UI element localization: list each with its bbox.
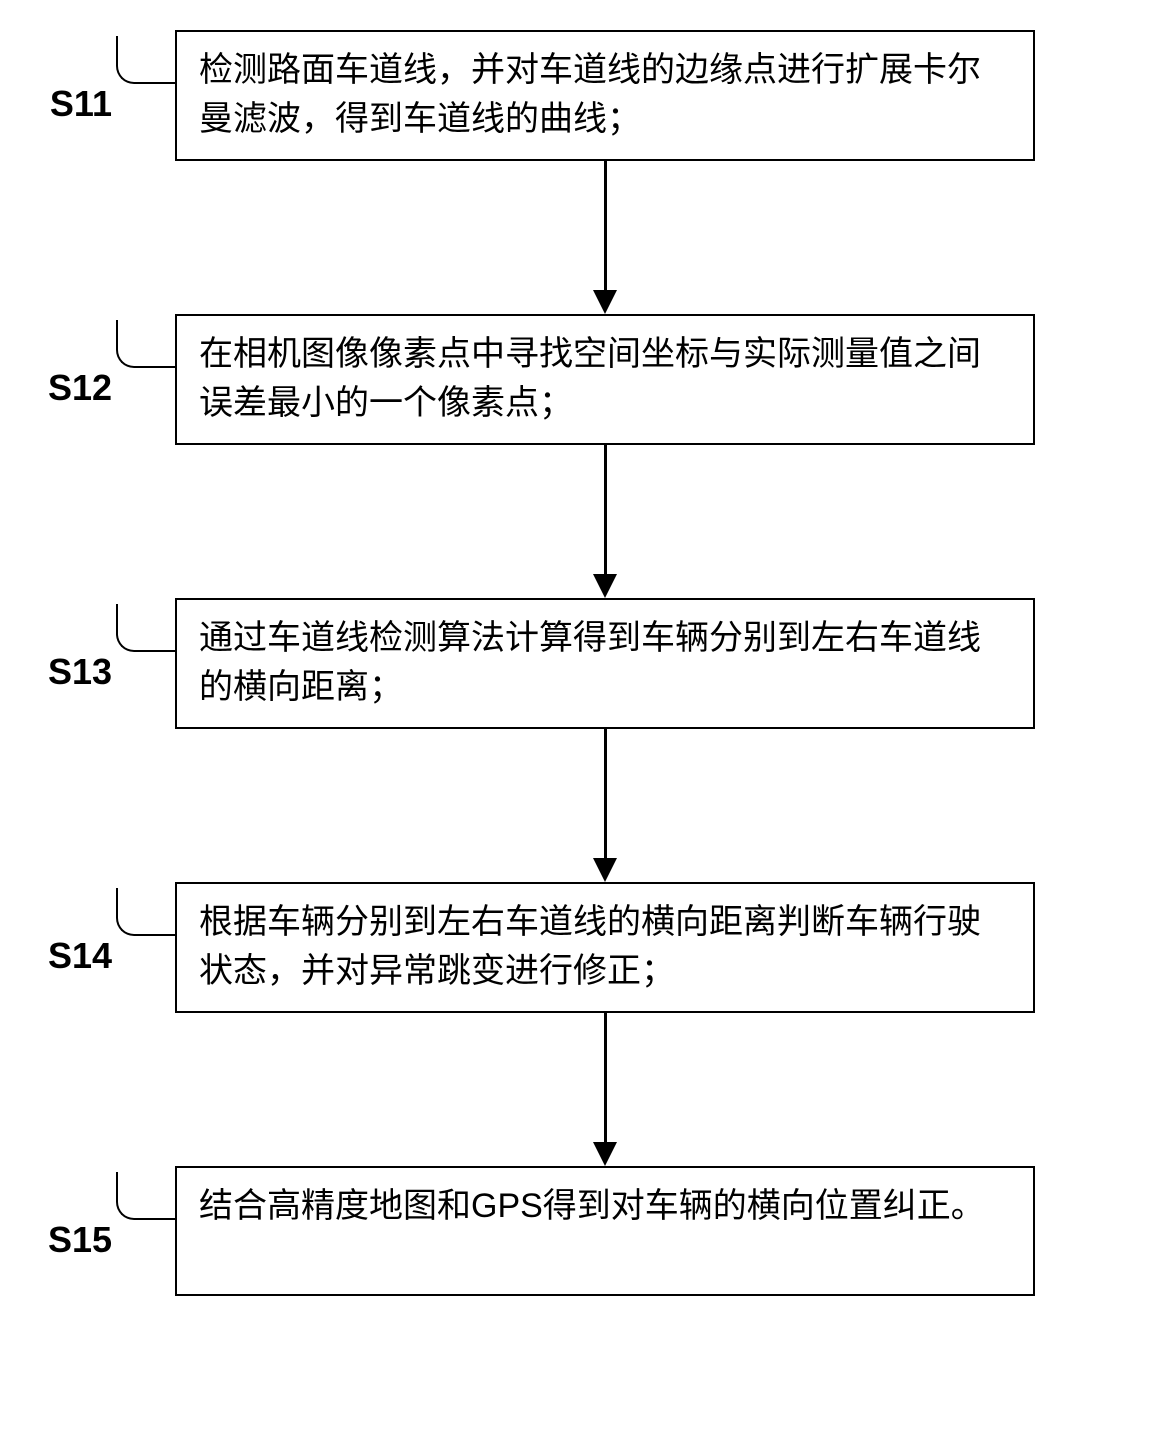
arrow-head-icon [593, 290, 617, 314]
step-text: 结合高精度地图和GPS得到对车辆的横向位置纠正。 [199, 1182, 1011, 1231]
step-label: S14 [30, 938, 120, 974]
step-text: 根据车辆分别到左右车道线的横向距离判断车辆行驶状态，并对异常跳变进行修正； [199, 898, 1011, 997]
label-connector [116, 888, 179, 936]
label-connector [116, 604, 179, 652]
arrow-line [604, 160, 607, 290]
arrow-head-icon [593, 858, 617, 882]
arrow-line [604, 1012, 607, 1142]
label-connector [116, 36, 179, 84]
step-text: 检测路面车道线，并对车道线的边缘点进行扩展卡尔曼滤波，得到车道线的曲线； [199, 46, 1011, 145]
label-connector [116, 1172, 179, 1220]
step-label: S15 [30, 1222, 120, 1258]
label-connector [116, 320, 179, 368]
arrow-line [604, 444, 607, 574]
step-text: 在相机图像像素点中寻找空间坐标与实际测量值之间误差最小的一个像素点； [199, 330, 1011, 429]
arrow-head-icon [593, 574, 617, 598]
arrow-line [604, 728, 607, 858]
step-box: 结合高精度地图和GPS得到对车辆的横向位置纠正。 [175, 1166, 1035, 1296]
step-text: 通过车道线检测算法计算得到车辆分别到左右车道线的横向距离； [199, 614, 1011, 713]
step-box: 在相机图像像素点中寻找空间坐标与实际测量值之间误差最小的一个像素点； [175, 314, 1035, 445]
step-label: S12 [30, 370, 120, 406]
step-box: 检测路面车道线，并对车道线的边缘点进行扩展卡尔曼滤波，得到车道线的曲线； [175, 30, 1035, 161]
step-label: S13 [30, 654, 120, 690]
step-label: S11 [30, 86, 120, 122]
step-box: 根据车辆分别到左右车道线的横向距离判断车辆行驶状态，并对异常跳变进行修正； [175, 882, 1035, 1013]
step-box: 通过车道线检测算法计算得到车辆分别到左右车道线的横向距离； [175, 598, 1035, 729]
arrow-head-icon [593, 1142, 617, 1166]
